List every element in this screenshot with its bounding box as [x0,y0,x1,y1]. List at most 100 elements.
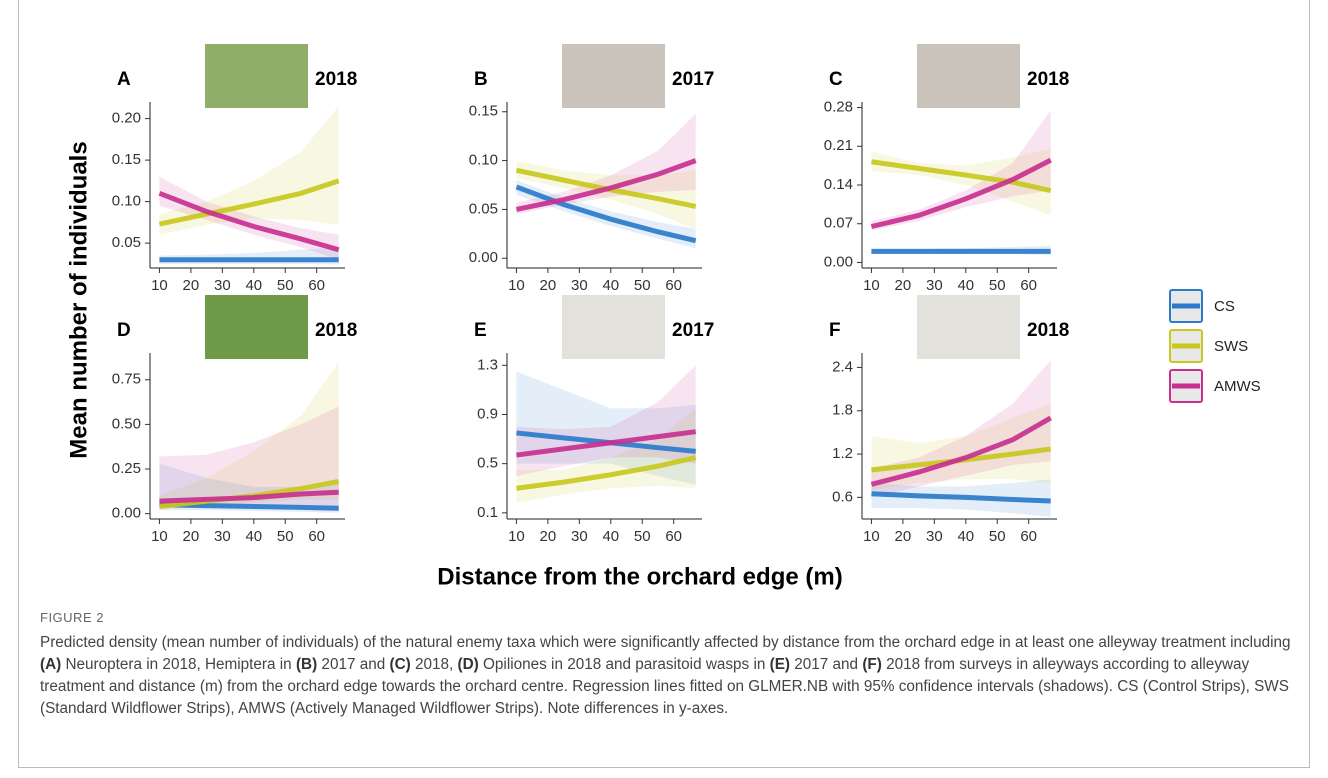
panel: F 2018 0.6 1.2 1.8 2.4 10 20 30 40 50 60 [829,295,1069,545]
figure-label: FIGURE 2 [40,610,104,625]
y-tick-label: 0.1 [477,504,498,521]
x-tick-label: 30 [214,528,231,545]
regression-line [159,489,339,504]
x-tick-label: 20 [895,528,912,545]
y-tick-label: 0.00 [469,249,498,266]
photo [562,44,665,108]
x-tick-label: 30 [571,528,588,545]
confidence-band [516,113,696,215]
x-tick-label: 20 [895,277,912,294]
y-tick-label: 0.00 [112,505,141,522]
x-tick-label: 30 [926,277,943,294]
caption-segment: 2018, [410,656,458,673]
figure-card [18,0,1310,768]
y-tick-label: 0.05 [112,234,141,251]
y-tick-label: 0.14 [824,176,853,193]
regression-line [870,157,1052,229]
photo [205,295,308,359]
caption-segment: 2018 from surveys in alleyways according… [40,656,1289,717]
panel-letter: E [474,320,487,341]
panel: E 2017 0.1 0.5 0.9 1.3 10 20 30 40 50 60 [474,295,714,545]
y-tick-label: 2.4 [832,358,853,375]
x-tick-label: 50 [634,277,651,294]
confidence-band [159,106,339,235]
x-tick-label: 60 [308,277,325,294]
x-tick-label: 10 [508,528,525,545]
x-tick-label: 30 [571,277,588,294]
y-tick-label: 0.20 [112,110,141,127]
legend-label: SWS [1214,338,1248,355]
caption-segment: (B) [295,656,318,673]
panel: C 2018 0.00 0.07 0.14 0.21 0.28 10 20 30 40 50 60 [824,44,1069,294]
y-tick-label: 0.00 [824,253,853,270]
regression-line [515,158,697,212]
panel-title: 2018 [315,69,357,90]
regression-line [158,190,340,253]
caption-segment: (A) [40,656,62,673]
legend-label: AMWS [1214,378,1261,395]
x-tick-label: 10 [508,277,525,294]
x-tick-label: 10 [151,277,168,294]
x-tick-label: 30 [926,528,943,545]
panel: A 2018 0.05 0.10 0.15 0.20 10 20 30 40 50 60 [112,44,357,294]
y-tick-label: 0.75 [112,371,141,388]
regression-line [870,415,1052,487]
regression-line [871,159,1052,193]
y-tick-label: 1.2 [832,445,853,462]
caption-segment: (C) [389,656,411,673]
x-tick-label: 50 [634,528,651,545]
x-tick-label: 30 [214,277,231,294]
y-tick-label: 0.6 [832,488,853,505]
panel-letter: B [474,69,488,90]
y-tick-label: 0.25 [112,460,141,477]
y-tick-label: 0.9 [477,405,498,422]
caption-segment: 2017 and [790,656,863,673]
caption: Predicted density (mean number of indivi… [40,632,1295,720]
photo [917,295,1020,359]
x-tick-label: 20 [540,277,557,294]
regression-line [516,429,697,458]
panel-title: 2018 [315,320,357,341]
confidence-band [871,403,1051,491]
y-tick-label: 0.15 [112,151,141,168]
x-tick-label: 40 [957,277,974,294]
panel: B 2017 0.00 0.05 0.10 0.15 10 20 30 40 50 60 [469,44,714,294]
legend-label: CS [1214,298,1235,315]
caption-segment: (F) [862,656,882,673]
caption-segment: Opiliones in 2018 and parasitoid wasps i… [478,656,770,673]
y-tick-label: 1.3 [477,356,498,373]
y-tick-label: 0.5 [477,455,498,472]
panel: D 2018 0.00 0.25 0.50 0.75 10 20 30 40 50 60 [112,295,357,545]
x-tick-label: 60 [1020,277,1037,294]
y-tick-label: 0.15 [469,103,498,120]
regression-line [515,184,697,244]
x-tick-label: 40 [602,528,619,545]
x-axis-label: Distance from the orchard edge (m) [437,563,842,590]
x-tick-label: 50 [277,528,294,545]
y-axis-label: Mean number of individuals [65,141,92,458]
caption-segment: Predicted density (mean number of indivi… [40,634,1291,651]
confidence-band [871,110,1051,231]
y-tick-label: 0.07 [824,215,853,232]
confidence-band [516,371,696,485]
x-tick-label: 20 [540,528,557,545]
photo [562,295,665,359]
x-tick-label: 40 [245,277,262,294]
y-tick-label: 0.21 [824,137,853,154]
x-tick-label: 60 [308,528,325,545]
confidence-band [159,361,339,511]
panel-title: 2018 [1027,69,1069,90]
x-tick-label: 20 [183,528,200,545]
y-tick-label: 0.10 [112,193,141,210]
y-tick-label: 0.28 [824,99,853,116]
panel-title: 2017 [672,69,714,90]
caption-segment: 2017 and [317,656,390,673]
x-tick-label: 10 [863,528,880,545]
y-tick-label: 0.50 [112,415,141,432]
x-tick-label: 10 [151,528,168,545]
panel-title: 2018 [1027,320,1069,341]
caption-segment: (D) [457,656,479,673]
panel-title: 2017 [672,320,714,341]
y-tick-label: 0.05 [469,200,498,217]
